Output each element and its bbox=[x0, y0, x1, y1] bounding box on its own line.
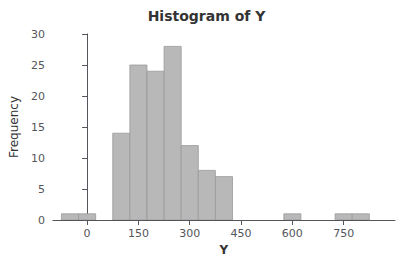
svg-text:750: 750 bbox=[333, 227, 354, 240]
svg-text:300: 300 bbox=[179, 227, 200, 240]
svg-text:0: 0 bbox=[84, 227, 91, 240]
svg-text:600: 600 bbox=[282, 227, 303, 240]
svg-text:25: 25 bbox=[31, 59, 45, 72]
svg-text:20: 20 bbox=[31, 90, 45, 103]
svg-text:450: 450 bbox=[231, 227, 252, 240]
svg-text:10: 10 bbox=[31, 152, 45, 165]
svg-text:150: 150 bbox=[128, 227, 149, 240]
svg-text:Histogram of Y: Histogram of Y bbox=[148, 8, 267, 24]
svg-text:5: 5 bbox=[38, 183, 45, 196]
svg-text:0: 0 bbox=[38, 214, 45, 227]
svg-text:Frequency: Frequency bbox=[7, 96, 21, 158]
svg-text:30: 30 bbox=[31, 28, 45, 41]
svg-text:15: 15 bbox=[31, 121, 45, 134]
svg-text:Y: Y bbox=[219, 243, 229, 257]
